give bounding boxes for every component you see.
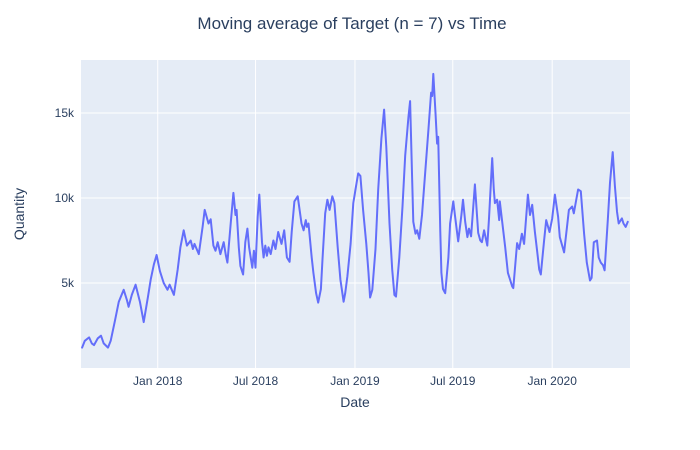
x-tick-label: Jul 2019: [430, 374, 476, 388]
plot-area[interactable]: [81, 60, 630, 368]
x-tick-label: Jan 2020: [527, 374, 577, 388]
y-tick-labels: 5k 10k 15k: [55, 106, 75, 290]
chart-title: Moving average of Target (n = 7) vs Time: [197, 14, 506, 33]
y-tick-label: 10k: [55, 191, 75, 205]
x-tick-label: Jan 2019: [330, 374, 380, 388]
y-axis-title: Quantity: [11, 188, 27, 240]
x-tick-labels: Jan 2018 Jul 2018 Jan 2019 Jul 2019 Jan 2020: [133, 374, 577, 388]
x-axis-title: Date: [340, 394, 370, 410]
y-tick-label: 15k: [55, 106, 75, 120]
series-line: [81, 72, 629, 349]
x-tick-label: Jan 2018: [133, 374, 183, 388]
x-tick-label: Jul 2018: [233, 374, 279, 388]
y-tick-label: 5k: [61, 276, 75, 290]
gridlines: [81, 60, 630, 368]
